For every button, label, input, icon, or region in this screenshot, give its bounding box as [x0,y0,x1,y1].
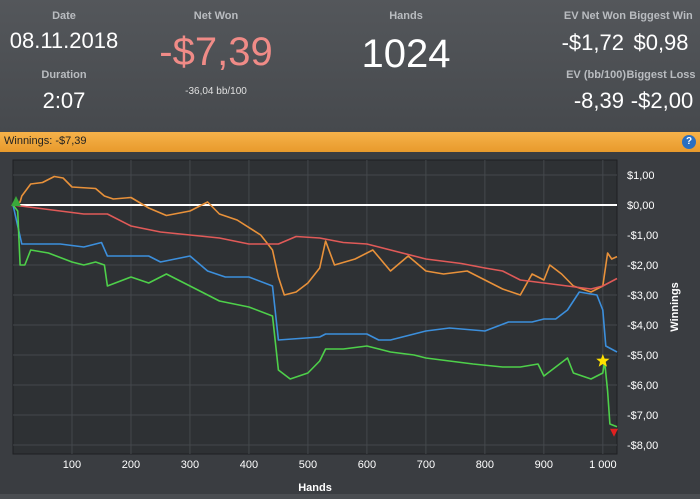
ev-net-won-label: EV Net Won [563,10,626,22]
net-won-value: -$7,39 [159,30,273,74]
series-line-ev [12,175,618,296]
x-tick-label: 100 [63,459,81,471]
y-tick-label: -$6,00 [627,380,658,392]
end-marker-icon [610,428,618,437]
y-axis-label: Winnings [669,282,681,331]
y-tick-label: -$5,00 [627,350,658,362]
biggest-win-value: $0,98 [633,30,689,55]
hands-label: Hands [389,10,423,22]
y-tick-label: -$8,00 [627,440,658,452]
y-tick-label: -$3,00 [627,290,658,302]
series-line-net-won [12,204,618,428]
x-axis-label: Hands [298,482,332,494]
x-tick-label: 300 [181,459,199,471]
x-tick-label: 700 [417,459,435,471]
y-tick-label: $1,00 [627,170,655,182]
x-tick-label: 200 [122,459,140,471]
plot-area [12,159,618,455]
date-label: Date [52,10,76,22]
winnings-tab-label: Winnings: -$7,39 [4,135,87,147]
ev-bb-label: EV (bb/100) [566,69,626,81]
ev-net-won-value: -$1,72 [561,30,624,55]
series-line-showdown [12,204,618,353]
start-marker-icon [11,196,21,206]
x-tick-label: 400 [240,459,258,471]
x-tick-label: 800 [476,459,494,471]
net-won-label: Net Won [193,10,239,22]
winnings-chart: 100 200 300 400 500 600 700 800 900 1 000 $1,00 $0,… [11,159,681,494]
stats-panel: Date 08.11.2018 Duration 2:07 Net Won -$… [0,0,700,132]
y-tick-label: -$7,00 [627,410,658,422]
y-tick-label: -$1,00 [627,230,658,242]
series-line-non-showdown [12,204,618,290]
x-tick-label: 900 [535,459,553,471]
ev-bb-value: -8,39 [573,88,624,113]
x-tick-label: 1 000 [589,459,617,471]
biggest-loss-value: -$2,00 [630,88,694,113]
duration-value: 2:07 [42,88,86,113]
biggest-win-label: Biggest Win [629,10,693,22]
duration-label: Duration [41,69,87,81]
date-value: 08.11.2018 [9,28,119,53]
x-tick-label: 500 [299,459,317,471]
y-tick-label: $0,00 [627,200,655,212]
y-tick-label: -$2,00 [627,260,658,272]
star-marker-icon [596,354,610,367]
hands-value: 1024 [361,32,451,76]
winnings-tab-bar[interactable]: Winnings: -$7,39 ? [0,132,700,152]
x-tick-label: 600 [358,459,376,471]
winnings-chart-panel: 100 200 300 400 500 600 700 800 900 1 000 $1,00 $0,… [0,152,700,494]
net-won-bb: -36,04 bb/100 [185,86,247,97]
question-icon[interactable]: ? [682,135,696,149]
y-tick-label: -$4,00 [627,320,658,332]
biggest-loss-label: Biggest Loss [626,69,696,81]
